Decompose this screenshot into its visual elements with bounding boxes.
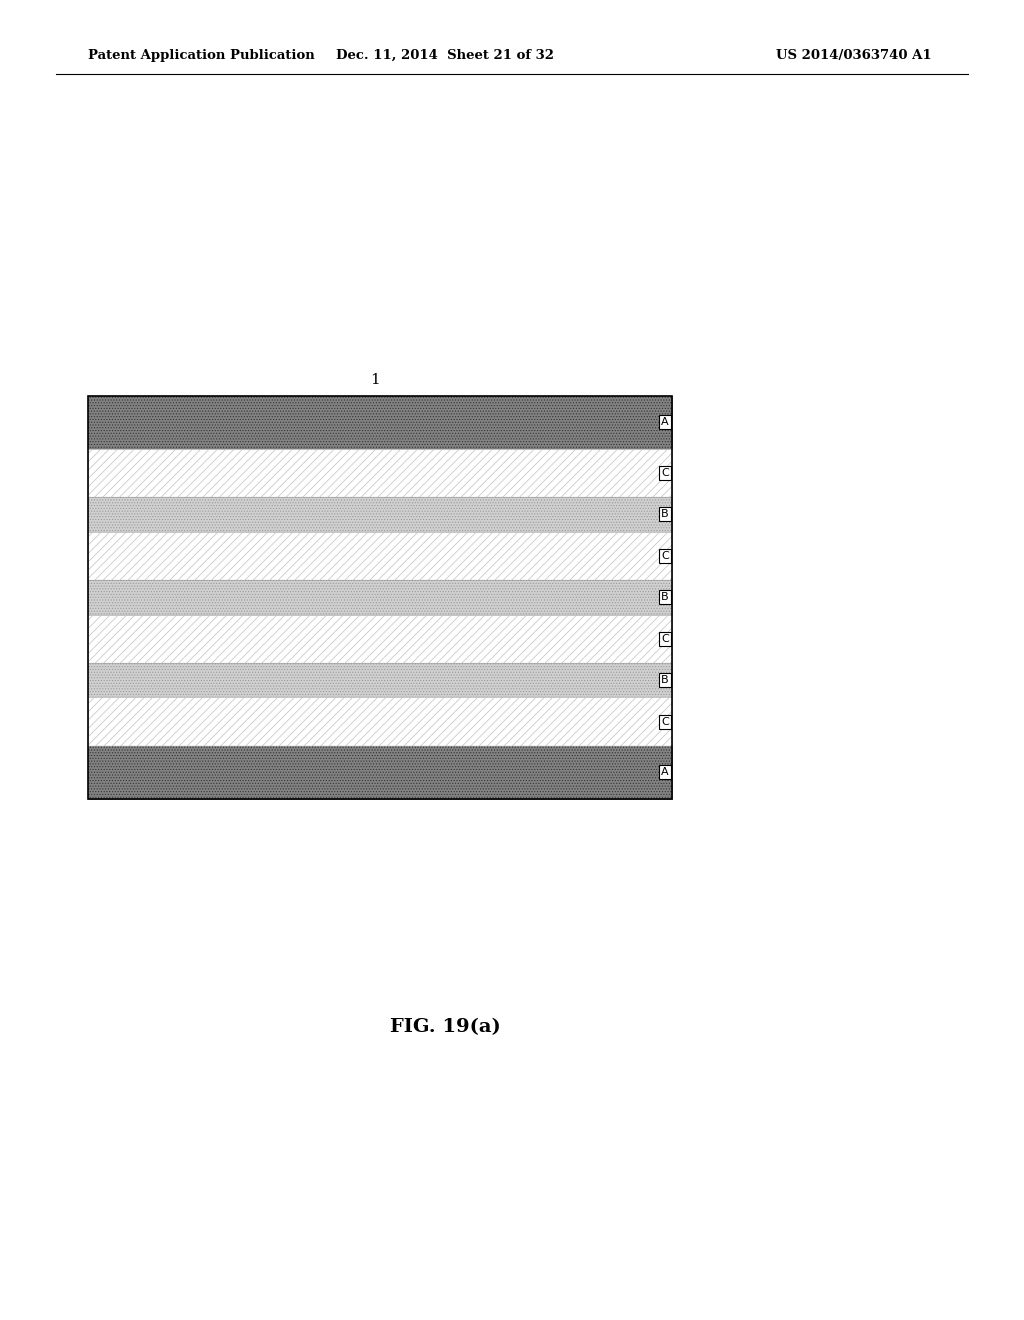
Bar — [88, 532, 672, 579]
Text: Patent Application Publication: Patent Application Publication — [88, 49, 314, 62]
Text: C: C — [660, 634, 669, 644]
Bar — [88, 697, 672, 746]
Bar — [88, 579, 672, 615]
Text: Dec. 11, 2014  Sheet 21 of 32: Dec. 11, 2014 Sheet 21 of 32 — [337, 49, 554, 62]
Text: B: B — [662, 675, 669, 685]
Bar — [88, 663, 672, 697]
Text: B: B — [662, 510, 669, 520]
Text: 1: 1 — [370, 374, 380, 387]
Bar — [88, 663, 672, 697]
Bar — [88, 579, 672, 615]
Bar — [88, 532, 672, 579]
Text: C: C — [660, 717, 669, 726]
Bar — [88, 449, 672, 498]
Bar — [88, 498, 672, 532]
Text: C: C — [660, 550, 669, 561]
Text: FIG. 19(a): FIG. 19(a) — [390, 1018, 501, 1036]
Text: A: A — [662, 417, 669, 428]
Text: US 2014/0363740 A1: US 2014/0363740 A1 — [776, 49, 932, 62]
Bar — [88, 449, 672, 498]
Bar — [88, 396, 672, 449]
Bar — [88, 746, 672, 799]
Bar — [88, 498, 672, 532]
Text: C: C — [660, 469, 669, 478]
Bar — [88, 396, 672, 799]
Text: A: A — [662, 767, 669, 777]
Bar — [88, 615, 672, 663]
Bar — [88, 697, 672, 746]
Bar — [88, 396, 672, 449]
Bar — [88, 746, 672, 799]
Bar — [88, 615, 672, 663]
Text: B: B — [662, 593, 669, 602]
